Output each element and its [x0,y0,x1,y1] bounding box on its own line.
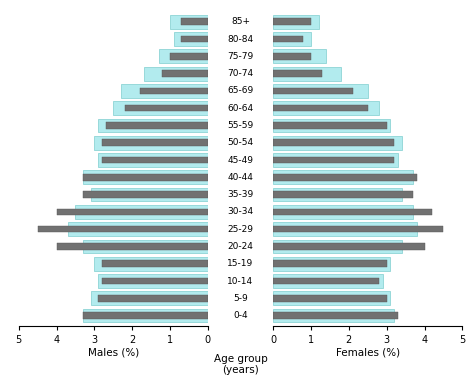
Text: 85+: 85+ [231,17,250,26]
Text: 20-24: 20-24 [227,242,254,251]
Bar [273,32,311,46]
Bar [273,205,413,219]
Text: 60-64: 60-64 [227,104,254,113]
Bar [273,122,387,129]
Bar [273,312,398,319]
Bar [38,226,208,232]
Bar [273,291,390,305]
Bar [94,136,208,150]
Bar [57,243,208,250]
Bar [273,240,402,253]
Bar [273,88,353,94]
Text: Age group
(years): Age group (years) [213,354,268,375]
Text: 0-4: 0-4 [233,311,248,320]
Bar [273,174,417,180]
Bar [273,84,368,98]
Text: 5-9: 5-9 [233,294,248,303]
Bar [273,153,398,167]
Bar [159,49,208,63]
Text: 40-44: 40-44 [227,173,254,182]
Bar [163,70,208,77]
Bar [273,49,326,63]
Text: 65-69: 65-69 [227,86,254,96]
Bar [273,260,387,267]
Bar [273,53,311,60]
Text: 15-19: 15-19 [227,259,254,268]
Bar [273,70,322,77]
Bar [83,191,208,198]
Bar [273,188,402,202]
Text: 75-79: 75-79 [227,52,254,61]
Bar [174,32,208,46]
Bar [102,260,208,267]
Bar [98,153,208,167]
Bar [273,278,379,284]
Bar [273,119,390,132]
Text: 35-39: 35-39 [227,190,254,199]
Bar [76,205,208,219]
Bar [273,274,383,288]
Bar [273,67,341,80]
Bar [68,222,208,236]
Bar [125,105,208,111]
Bar [91,188,208,202]
Bar [273,243,425,250]
Text: 55-59: 55-59 [227,121,254,130]
Text: 30-34: 30-34 [227,207,254,216]
Bar [102,139,208,146]
Bar [83,174,208,180]
Bar [83,312,208,319]
Bar [273,19,311,25]
Bar [273,257,390,271]
Bar [57,208,208,215]
Bar [83,171,208,184]
Bar [273,226,444,232]
Bar [273,105,368,111]
Bar [143,67,208,80]
Text: 50-54: 50-54 [227,138,254,147]
Bar [273,15,318,29]
Bar [273,136,402,150]
Bar [98,295,208,302]
Bar [113,101,208,115]
Bar [273,295,387,302]
X-axis label: Males (%): Males (%) [88,348,139,358]
Text: 80-84: 80-84 [227,34,254,44]
Bar [273,191,413,198]
Bar [102,278,208,284]
Bar [273,101,379,115]
Bar [98,119,208,132]
Bar [98,274,208,288]
Bar [83,240,208,253]
Bar [273,222,417,236]
Bar [181,36,208,42]
Bar [106,122,208,129]
Bar [273,36,304,42]
X-axis label: Females (%): Females (%) [336,348,400,358]
Bar [273,171,413,184]
Bar [170,53,208,60]
Bar [273,157,394,163]
Bar [273,139,394,146]
Bar [91,291,208,305]
Text: 45-49: 45-49 [227,155,254,164]
Text: 70-74: 70-74 [227,69,254,78]
Text: 10-14: 10-14 [227,277,254,285]
Text: 25-29: 25-29 [227,225,254,233]
Bar [273,208,432,215]
Bar [170,15,208,29]
Bar [121,84,208,98]
Bar [83,309,208,323]
Bar [102,157,208,163]
Bar [181,19,208,25]
Bar [140,88,208,94]
Bar [273,309,394,323]
Bar [94,257,208,271]
